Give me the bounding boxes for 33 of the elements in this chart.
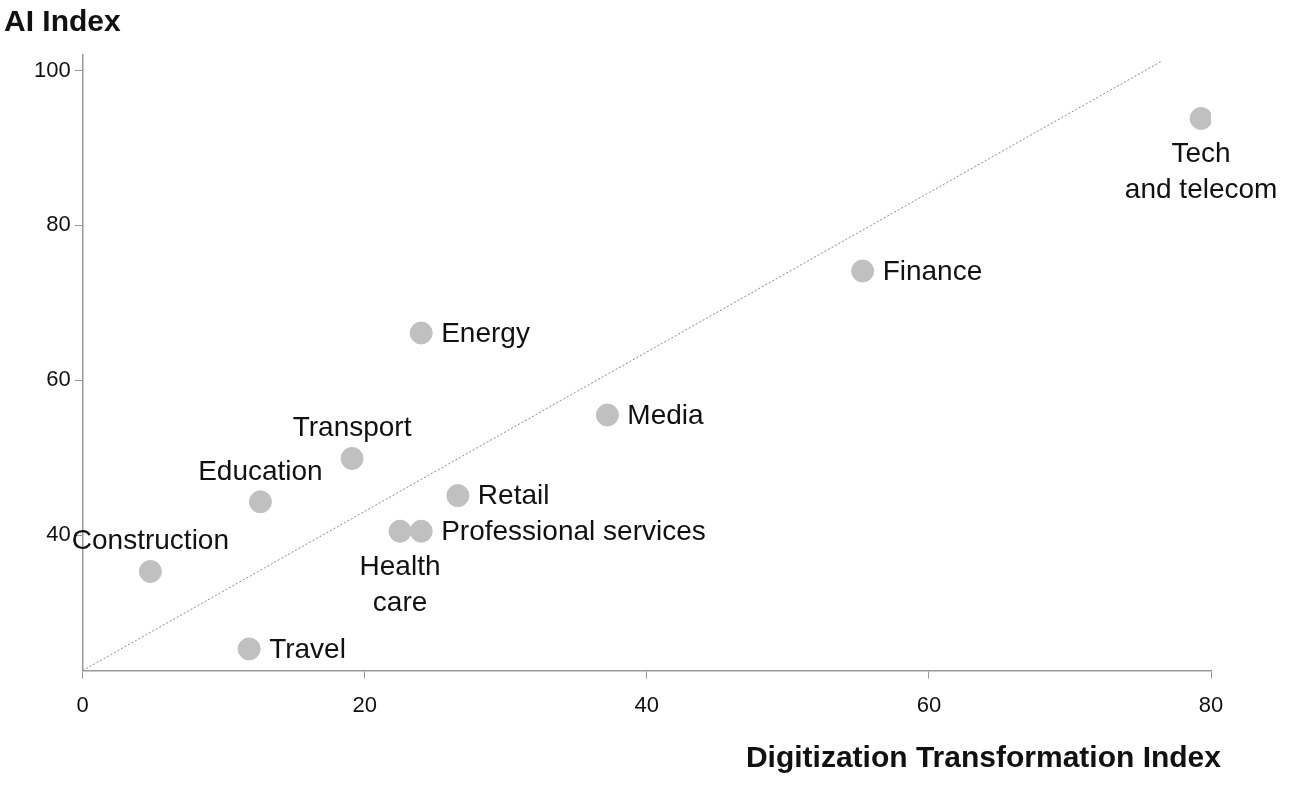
annotation: Tech and telecom xyxy=(1124,137,1278,205)
y-tick-label: 80 xyxy=(46,211,71,237)
x-tick-label: 0 xyxy=(76,691,89,717)
annotation: Transport xyxy=(292,411,412,443)
annotation: Professional services xyxy=(441,514,706,546)
y-tick-label: 100 xyxy=(33,56,71,82)
y-tick-label: 40 xyxy=(46,521,71,547)
x-axis-title: Digitization Transformation Index xyxy=(745,740,1222,774)
annotation: Health care xyxy=(359,549,441,617)
annotation: Finance xyxy=(882,254,983,286)
point xyxy=(1189,107,1211,130)
x-tick-label: 80 xyxy=(1198,691,1224,717)
point xyxy=(446,484,470,508)
point xyxy=(851,259,875,283)
point xyxy=(248,490,272,514)
annotation: Construction xyxy=(71,524,229,556)
point xyxy=(237,637,261,661)
annotation: Education xyxy=(198,454,323,486)
point xyxy=(595,403,619,427)
point xyxy=(138,559,162,583)
annotation: Energy xyxy=(441,316,530,348)
annotation: Retail xyxy=(477,479,550,511)
y-axis-title: AI Index xyxy=(4,4,121,38)
x-tick-label: 20 xyxy=(352,691,378,717)
point xyxy=(340,446,364,470)
x-tick-label: 60 xyxy=(916,691,942,717)
point xyxy=(388,519,412,543)
annotation: Travel xyxy=(269,632,346,664)
annotation: Media xyxy=(627,398,705,430)
point xyxy=(409,519,433,543)
y-tick-label: 60 xyxy=(46,366,71,392)
x-tick-label: 40 xyxy=(634,691,660,717)
point xyxy=(409,321,433,345)
